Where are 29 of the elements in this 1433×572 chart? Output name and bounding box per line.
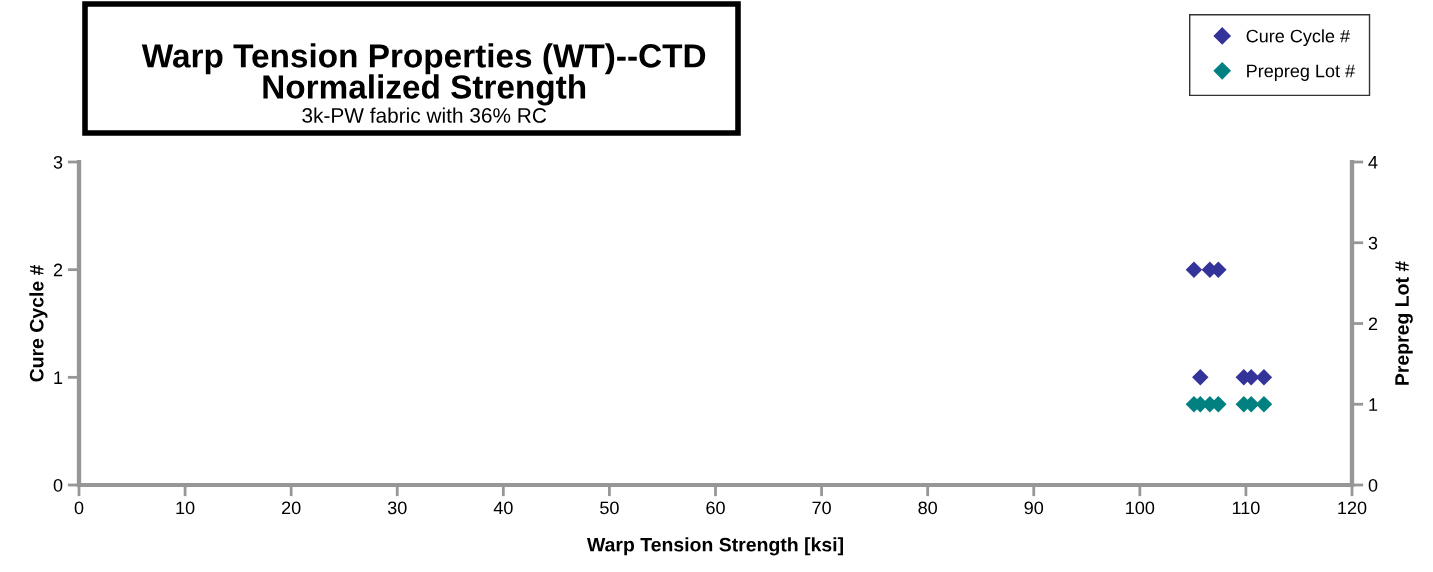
y2-tick-label: 1 xyxy=(1369,398,1378,411)
y-tick-label: 1 xyxy=(54,371,63,384)
x-tick-label: 120 xyxy=(1338,501,1367,515)
y-axis-title: Cure Cycle # xyxy=(29,264,48,382)
y2-tick-label: 0 xyxy=(1368,478,1378,492)
chart-subtitle: 3k-PW fabric with 36% RC xyxy=(302,107,547,123)
x-tick-label: 70 xyxy=(812,501,831,515)
y2-axis-title: Prepreg Lot # xyxy=(1395,261,1413,385)
x-tick-label: 110 xyxy=(1232,501,1260,515)
x-tick-label: 90 xyxy=(1024,501,1044,515)
y-tick-label: 3 xyxy=(53,155,63,169)
chart-title: Warp Tension Properties (WT)--CTD Normalized Strength xyxy=(141,43,706,106)
x-tick-label: 80 xyxy=(918,501,937,515)
x-tick-label: 0 xyxy=(74,501,84,515)
x-tick-label: 50 xyxy=(600,501,619,515)
x-tick-label: 30 xyxy=(387,501,407,515)
y2-tick-label: 4 xyxy=(1368,156,1378,169)
y2-tick-label: 2 xyxy=(1368,317,1378,331)
x-tick-label: 100 xyxy=(1126,501,1155,515)
legend-label: Cure Cycle # xyxy=(1246,29,1350,47)
y2-tick-label: 3 xyxy=(1368,236,1378,250)
x-tick-label: 60 xyxy=(706,501,725,515)
legend-label: Prepreg Lot # xyxy=(1247,64,1355,81)
y-tick-label: 0 xyxy=(53,478,63,492)
x-tick-label: 40 xyxy=(493,501,513,515)
x-tick-label: 20 xyxy=(282,501,301,515)
x-axis-title: Warp Tension Strength [ksi] xyxy=(586,537,843,556)
x-tick-label: 10 xyxy=(176,501,195,515)
y-tick-label: 2 xyxy=(53,263,63,277)
